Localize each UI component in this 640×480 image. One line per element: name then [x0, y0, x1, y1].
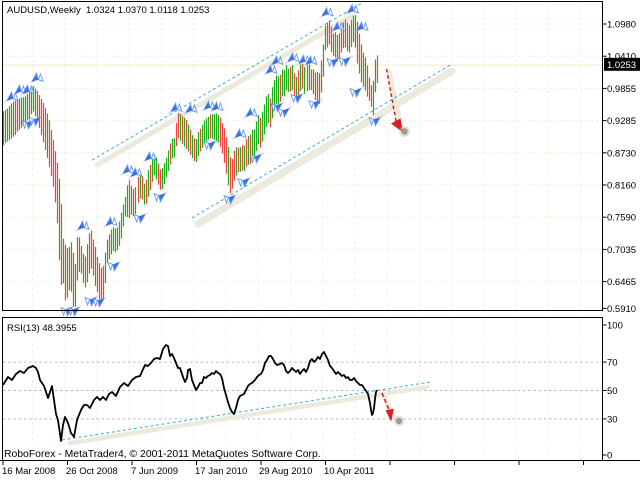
svg-text:0.7035: 0.7035 — [607, 245, 636, 256]
svg-text:1.0410: 1.0410 — [607, 52, 636, 63]
svg-text:1.0980: 1.0980 — [607, 20, 636, 31]
svg-text:1.0253: 1.0253 — [607, 60, 636, 71]
svg-text:30: 30 — [607, 414, 618, 425]
svg-text:0.6465: 0.6465 — [607, 277, 636, 288]
svg-text:0.8160: 0.8160 — [607, 181, 636, 192]
svg-text:0.5910: 0.5910 — [607, 304, 636, 315]
svg-text:50: 50 — [607, 386, 618, 397]
svg-text:0.7590: 0.7590 — [607, 213, 636, 224]
svg-text:26 Oct 2008: 26 Oct 2008 — [66, 466, 118, 477]
svg-text:7 Jun 2009: 7 Jun 2009 — [131, 466, 178, 477]
svg-text:0.9855: 0.9855 — [607, 84, 636, 95]
svg-text:17 Jan 2010: 17 Jan 2010 — [195, 466, 247, 477]
svg-text:29 Aug 2010: 29 Aug 2010 — [259, 466, 312, 477]
svg-text:RSI(13) 48.3955: RSI(13) 48.3955 — [7, 323, 77, 334]
svg-text:0.8730: 0.8730 — [607, 148, 636, 159]
svg-text:RoboForex - MetaTrader4, © 200: RoboForex - MetaTrader4, © 2001-2011 Met… — [4, 449, 321, 460]
svg-text:16 Mar 2008: 16 Mar 2008 — [2, 466, 55, 477]
svg-text:100: 100 — [607, 321, 623, 332]
svg-text:10 Apr 2011: 10 Apr 2011 — [324, 466, 375, 477]
svg-text:0.9285: 0.9285 — [607, 116, 636, 127]
svg-text:AUDUSD,Weekly 1.0324 1.0370 1: AUDUSD,Weekly 1.0324 1.0370 1.0118 1.025… — [7, 5, 209, 16]
svg-text:0: 0 — [607, 451, 612, 462]
svg-text:70: 70 — [607, 358, 618, 369]
